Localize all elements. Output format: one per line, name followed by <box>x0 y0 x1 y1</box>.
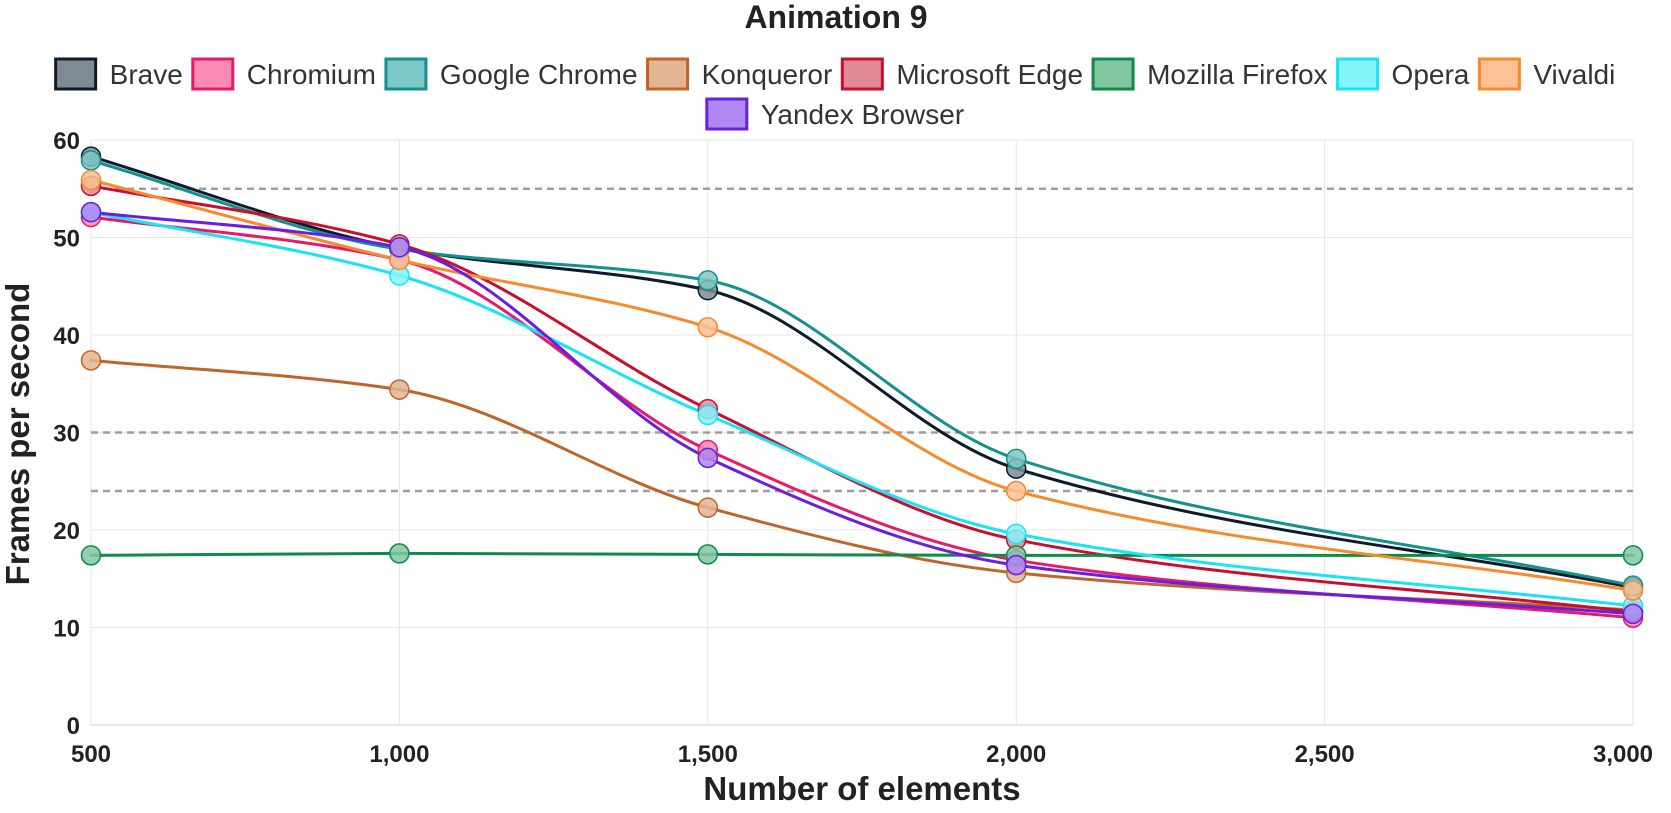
data-point-google-chrome <box>80 150 102 171</box>
legend-item-brave[interactable]: Brave <box>54 57 183 91</box>
series-line-brave <box>89 155 1635 589</box>
series-line-microsoft-edge <box>89 184 1635 614</box>
data-point-mozilla-firefox <box>80 545 102 566</box>
legend-swatch <box>1477 57 1521 91</box>
legend-label: Google Chrome <box>440 59 638 90</box>
data-point-opera <box>697 404 719 426</box>
legend-item-vivaldi[interactable]: Vivaldi <box>1477 57 1615 91</box>
legend-label: Konqueror <box>702 59 833 90</box>
data-point-google-chrome <box>1005 448 1027 470</box>
data-point-mozilla-firefox <box>389 543 410 564</box>
data-point-opera <box>1005 523 1027 545</box>
data-point-vivaldi <box>80 169 102 191</box>
y-tick-label: 10 <box>53 616 80 643</box>
x-tick-label: 2,000 <box>986 741 1046 768</box>
legend-swatch <box>384 57 428 91</box>
legend-item-chromium[interactable]: Chromium <box>191 57 376 91</box>
series-line-vivaldi <box>89 178 1635 592</box>
legend-item-google-chrome[interactable]: Google Chrome <box>384 57 638 91</box>
x-tick-label: 1,000 <box>369 741 429 768</box>
series-lines <box>89 155 1635 620</box>
data-point-konqueror <box>389 379 410 400</box>
legend-item-yandex-browser[interactable]: Yandex Browser <box>705 97 964 131</box>
chart-title: Animation 9 <box>744 0 927 35</box>
x-tick-label: 500 <box>71 741 111 768</box>
x-axis-title: Number of elements <box>703 770 1020 807</box>
legend-swatch <box>1336 57 1380 91</box>
data-point-vivaldi <box>1005 480 1027 502</box>
legend-label: Yandex Browser <box>761 99 964 130</box>
legend-label: Mozilla Firefox <box>1147 59 1327 90</box>
legend-item-opera[interactable]: Opera <box>1336 57 1470 91</box>
series-line-yandex-browser <box>89 210 1635 616</box>
y-tick-label: 60 <box>53 128 80 155</box>
series-line-mozilla-firefox <box>89 551 1635 557</box>
data-point-yandex-browser <box>697 447 719 469</box>
data-point-yandex-browser <box>1622 603 1644 625</box>
series-line-opera <box>89 210 1635 608</box>
x-tick-label: 1,500 <box>678 741 738 768</box>
data-point-konqueror <box>80 350 102 371</box>
legend-swatch <box>705 97 749 131</box>
x-tick-label: 2,500 <box>1295 741 1355 768</box>
legend-label: Brave <box>110 59 183 90</box>
legend-swatch <box>1091 57 1135 91</box>
y-axis-title: Frames per second <box>0 283 36 586</box>
y-tick-label: 50 <box>53 226 80 253</box>
legend-swatch <box>840 57 884 91</box>
series-points <box>80 146 1644 628</box>
data-point-yandex-browser <box>80 201 102 223</box>
data-point-mozilla-firefox <box>697 544 719 565</box>
legend-swatch <box>54 57 98 91</box>
y-tick-label: 40 <box>53 323 80 350</box>
y-tick-label: 0 <box>67 713 80 740</box>
legend: Brave Chromium Google Chrome Konqueror Micro… <box>54 57 1615 131</box>
x-tick-label: 3,000 <box>1593 741 1653 768</box>
x-axis-ticks: 500 1,000 1,500 2,000 2,500 3,000 <box>71 741 1653 768</box>
legend-swatch <box>191 57 235 91</box>
y-tick-label: 30 <box>53 421 80 448</box>
data-point-konqueror <box>697 497 719 518</box>
y-tick-label: 20 <box>53 518 80 545</box>
reference-lines <box>91 187 1633 493</box>
legend-label: Chromium <box>247 59 376 90</box>
legend-label: Microsoft Edge <box>896 59 1083 90</box>
data-point-yandex-browser <box>1005 554 1027 576</box>
data-point-vivaldi <box>697 316 719 338</box>
legend-item-microsoft-edge[interactable]: Microsoft Edge <box>840 57 1083 91</box>
data-point-yandex-browser <box>389 237 410 258</box>
data-point-vivaldi <box>1622 580 1644 601</box>
legend-label: Vivaldi <box>1533 59 1615 90</box>
data-point-mozilla-firefox <box>1622 545 1644 566</box>
legend-item-konqueror[interactable]: Konqueror <box>646 57 833 91</box>
legend-label: Opera <box>1392 59 1470 90</box>
data-point-google-chrome <box>697 270 719 291</box>
legend-item-mozilla-firefox[interactable]: Mozilla Firefox <box>1091 57 1328 91</box>
y-axis-ticks: 0 10 20 30 40 50 60 <box>53 128 80 740</box>
legend-swatch <box>646 57 690 91</box>
